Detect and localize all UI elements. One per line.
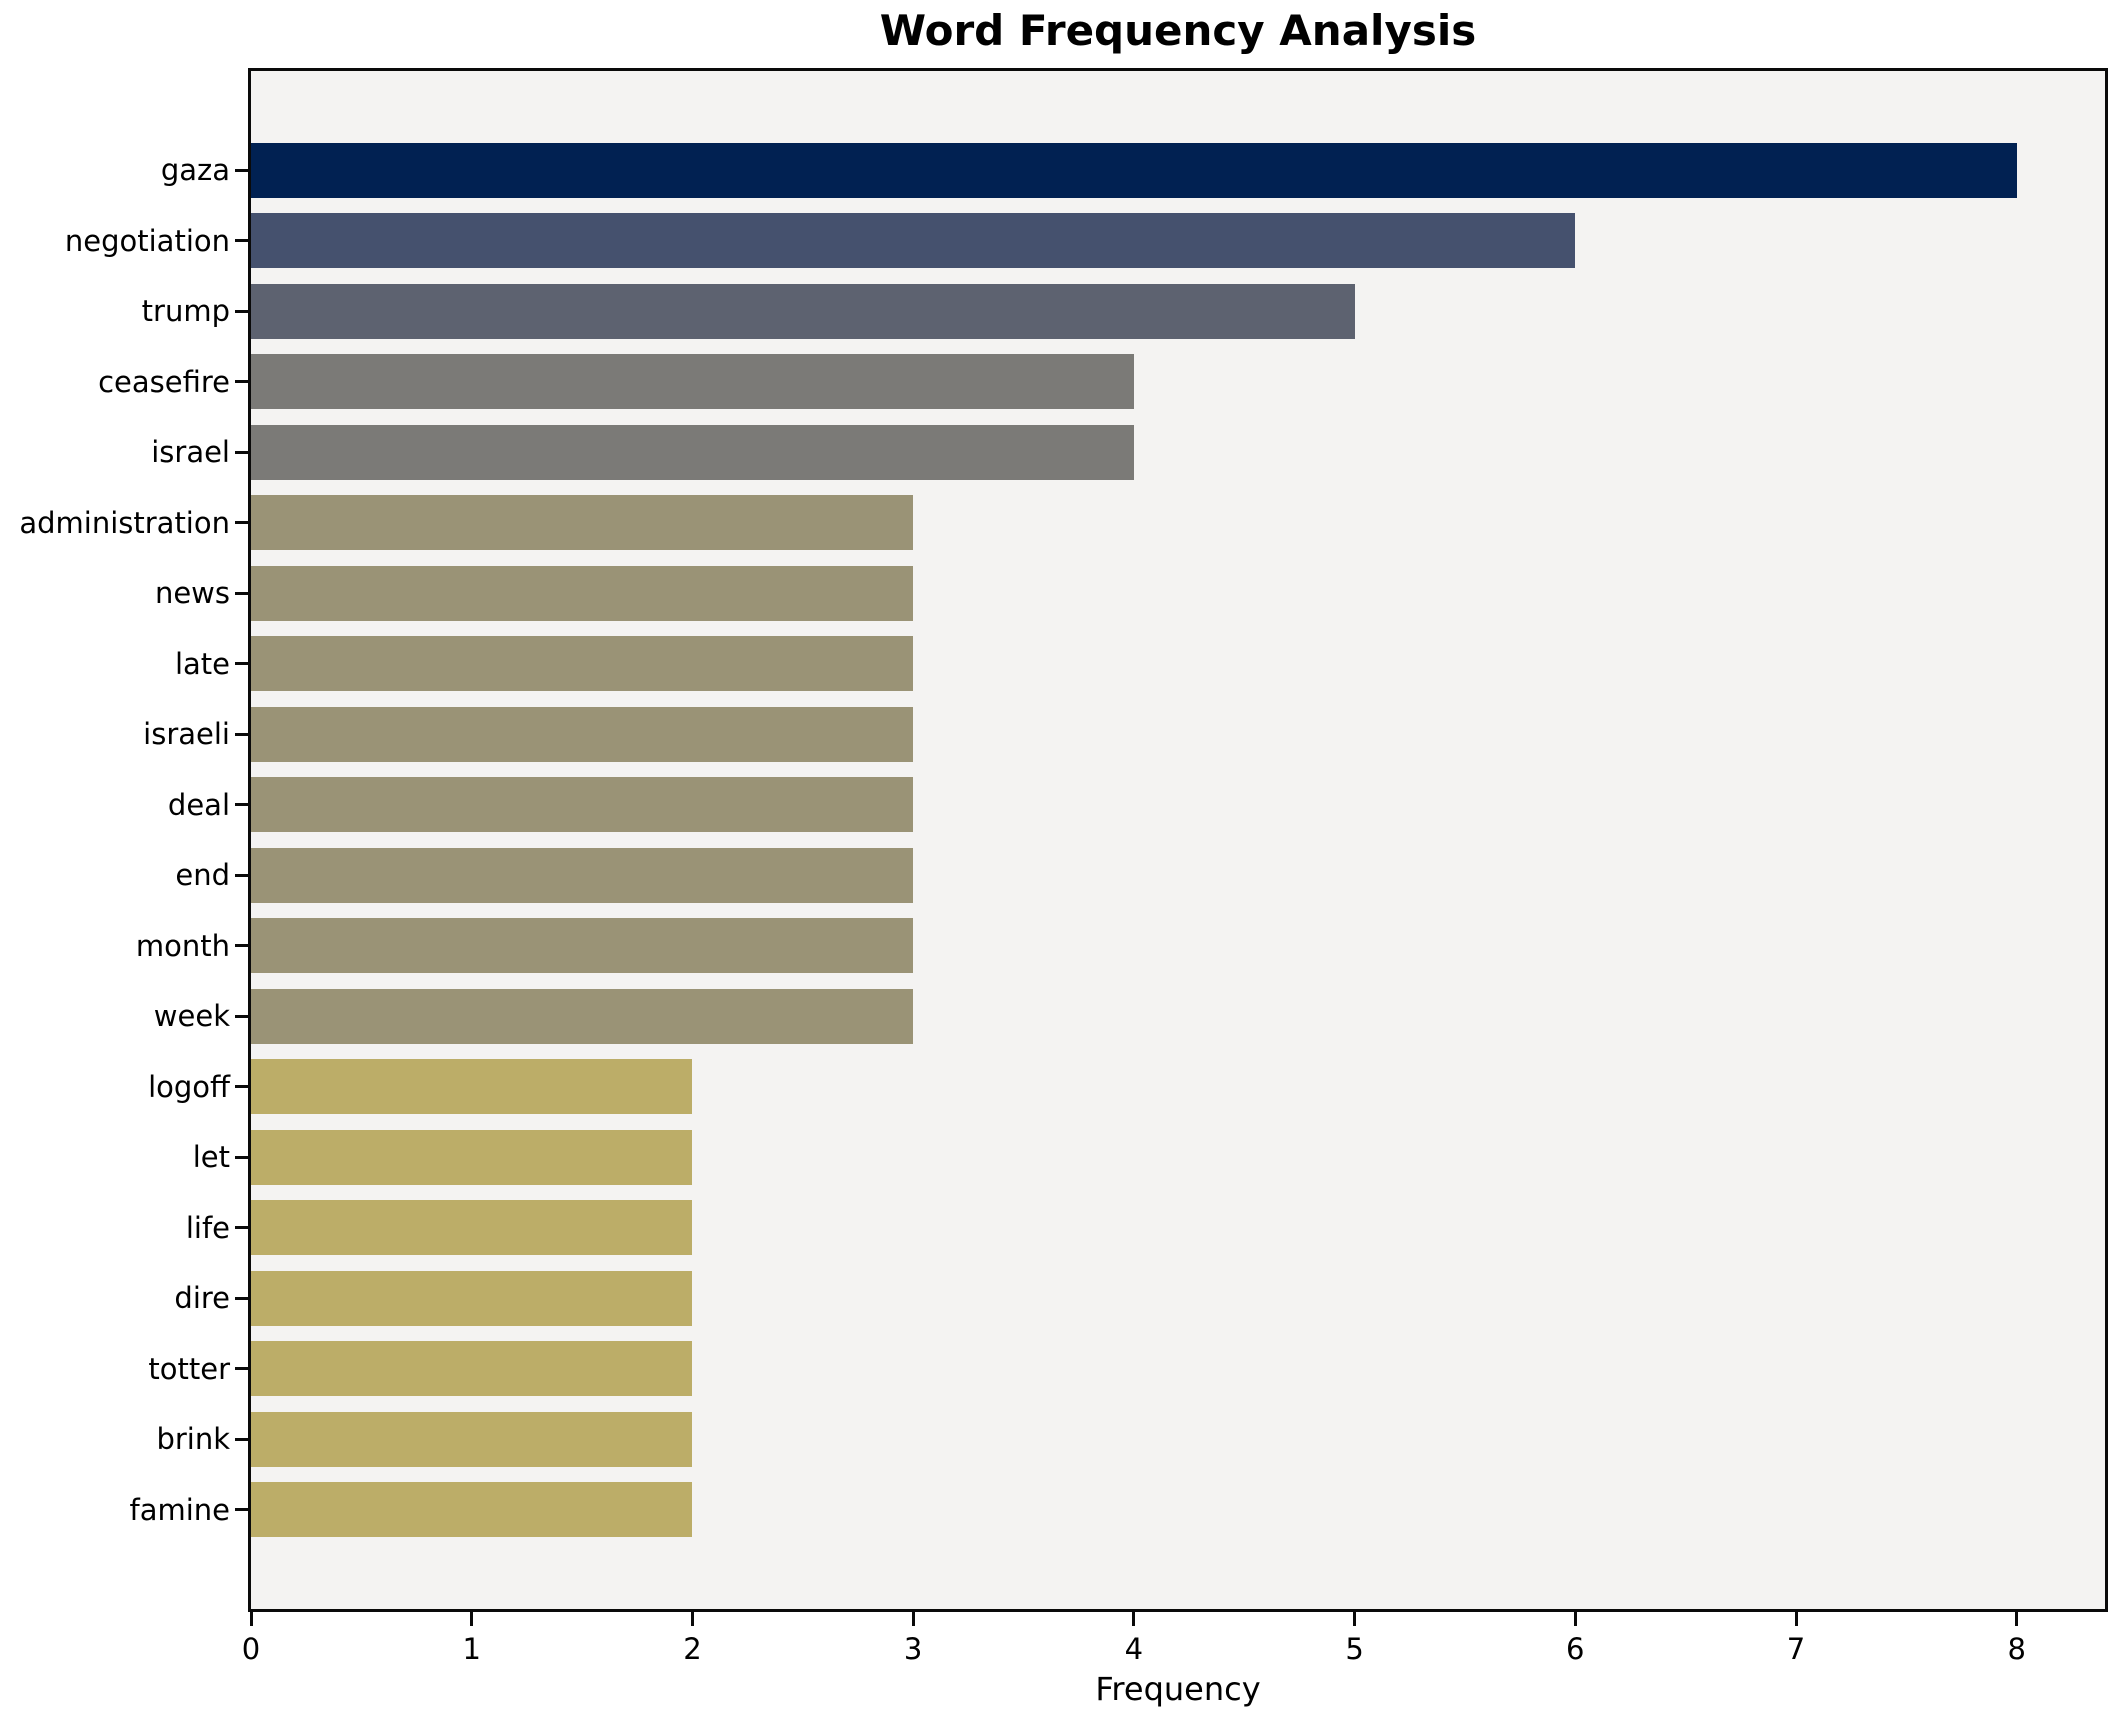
bar-news bbox=[251, 565, 914, 621]
bar-let bbox=[251, 1129, 693, 1185]
x-tick-label-6: 6 bbox=[1566, 1632, 1585, 1666]
y-tick-label-totter: totter bbox=[148, 1351, 230, 1386]
bar-gaza bbox=[251, 142, 2017, 198]
x-tick-mark bbox=[2015, 1612, 2019, 1626]
y-tick-mark bbox=[235, 803, 248, 807]
bar-ceasefire bbox=[251, 354, 1134, 410]
x-axis-label: Frequency bbox=[1095, 1670, 1261, 1708]
y-tick-label-famine: famine bbox=[129, 1492, 230, 1527]
plot-area bbox=[248, 68, 2108, 1612]
x-tick-mark bbox=[1573, 1612, 1577, 1626]
y-tick-label-week: week bbox=[153, 999, 230, 1034]
y-tick-mark bbox=[235, 239, 248, 243]
bar-negotiation bbox=[251, 213, 1576, 269]
y-tick-mark bbox=[235, 1508, 248, 1512]
bar-trump bbox=[251, 283, 1355, 339]
y-tick-label-logoff: logoff bbox=[148, 1069, 230, 1104]
x-tick-mark bbox=[470, 1612, 474, 1626]
x-tick-label-0: 0 bbox=[241, 1632, 261, 1666]
y-tick-mark bbox=[235, 1367, 248, 1371]
y-tick-mark bbox=[235, 1437, 248, 1441]
x-tick-mark bbox=[1794, 1612, 1798, 1626]
y-tick-mark bbox=[235, 168, 248, 172]
bar-logoff bbox=[251, 1059, 693, 1115]
y-tick-mark bbox=[235, 521, 248, 525]
y-tick-label-israel: israel bbox=[151, 435, 230, 470]
y-tick-mark bbox=[235, 450, 248, 454]
y-tick-mark bbox=[235, 1014, 248, 1018]
x-tick-label-7: 7 bbox=[1786, 1632, 1806, 1666]
y-tick-label-news: news bbox=[154, 576, 230, 611]
bar-week bbox=[251, 988, 914, 1044]
y-tick-mark bbox=[235, 591, 248, 595]
chart-title: Word Frequency Analysis bbox=[879, 6, 1477, 55]
bar-life bbox=[251, 1200, 693, 1256]
y-tick-label-administration: administration bbox=[19, 505, 230, 540]
x-tick-mark bbox=[911, 1612, 915, 1626]
y-tick-mark bbox=[235, 1296, 248, 1300]
bar-famine bbox=[251, 1482, 693, 1538]
y-tick-label-ceasefire: ceasefire bbox=[98, 364, 230, 399]
y-tick-label-brink: brink bbox=[156, 1422, 230, 1457]
y-tick-label-end: end bbox=[175, 858, 230, 893]
bar-month bbox=[251, 918, 914, 974]
bar-dire bbox=[251, 1270, 693, 1326]
x-tick-label-2: 2 bbox=[683, 1632, 702, 1666]
y-tick-label-gaza: gaza bbox=[160, 153, 230, 188]
x-tick-mark bbox=[690, 1612, 694, 1626]
y-tick-label-trump: trump bbox=[141, 294, 230, 329]
y-tick-label-negotiation: negotiation bbox=[64, 223, 230, 258]
y-tick-mark bbox=[235, 380, 248, 384]
bar-israel bbox=[251, 424, 1134, 480]
bar-administration bbox=[251, 495, 914, 551]
y-tick-mark bbox=[235, 732, 248, 736]
y-tick-label-month: month bbox=[135, 928, 230, 963]
y-tick-mark bbox=[235, 662, 248, 666]
bar-deal bbox=[251, 777, 914, 833]
y-tick-mark bbox=[235, 873, 248, 877]
bar-israeli bbox=[251, 706, 914, 762]
bar-late bbox=[251, 636, 914, 692]
y-tick-mark bbox=[235, 1155, 248, 1159]
y-tick-label-dire: dire bbox=[174, 1281, 230, 1316]
y-tick-mark bbox=[235, 1226, 248, 1230]
bar-brink bbox=[251, 1411, 693, 1467]
bar-totter bbox=[251, 1341, 693, 1397]
y-tick-label-let: let bbox=[192, 1140, 230, 1175]
x-tick-label-5: 5 bbox=[1345, 1632, 1364, 1666]
bar-end bbox=[251, 847, 914, 903]
x-tick-label-1: 1 bbox=[462, 1632, 481, 1666]
y-tick-label-life: life bbox=[185, 1210, 230, 1245]
y-tick-mark bbox=[235, 944, 248, 948]
y-tick-label-israeli: israeli bbox=[143, 717, 230, 752]
x-tick-label-4: 4 bbox=[1124, 1632, 1144, 1666]
x-tick-label-8: 8 bbox=[2007, 1632, 2026, 1666]
y-tick-mark bbox=[235, 1085, 248, 1089]
x-tick-mark bbox=[1132, 1612, 1136, 1626]
x-tick-mark bbox=[1353, 1612, 1357, 1626]
y-tick-mark bbox=[235, 309, 248, 313]
y-tick-label-late: late bbox=[174, 646, 230, 681]
bars-container bbox=[251, 71, 2105, 1609]
y-tick-label-deal: deal bbox=[167, 787, 230, 822]
x-tick-mark bbox=[249, 1612, 253, 1626]
x-tick-label-3: 3 bbox=[903, 1632, 923, 1666]
